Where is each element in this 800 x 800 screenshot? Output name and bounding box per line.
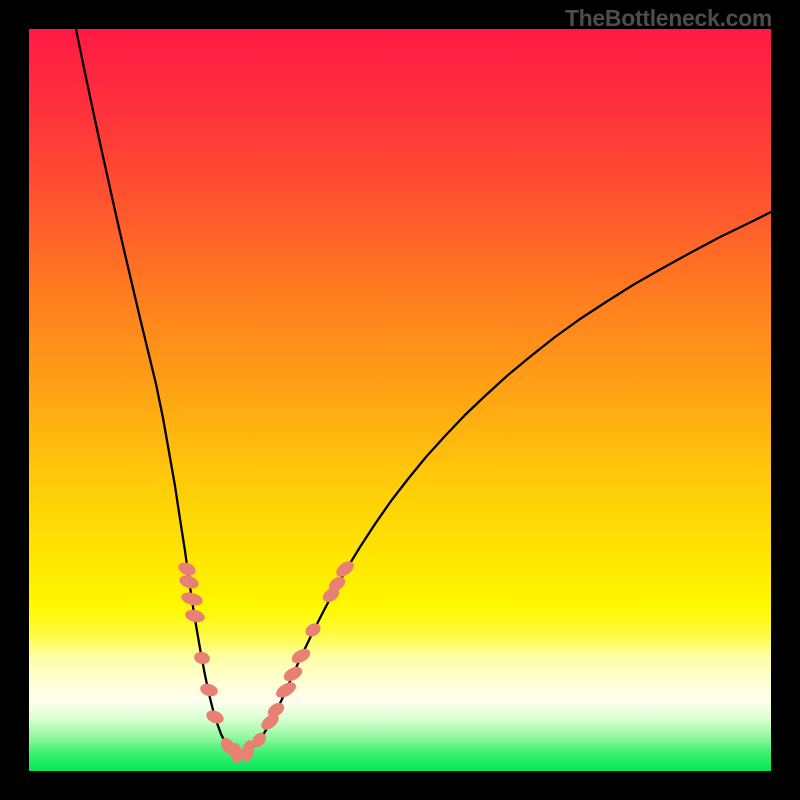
bottleneck-curve xyxy=(29,29,771,771)
data-marker xyxy=(281,664,304,684)
curve-path xyxy=(76,29,771,755)
data-marker xyxy=(273,679,298,700)
plot-area xyxy=(29,29,771,771)
data-marker xyxy=(180,590,204,607)
data-markers xyxy=(176,558,356,764)
data-marker xyxy=(333,558,356,580)
data-marker xyxy=(289,646,312,666)
data-marker xyxy=(178,573,201,591)
data-marker xyxy=(303,621,323,639)
chart-container: TheBottleneck.com xyxy=(0,0,800,800)
data-marker xyxy=(204,708,225,726)
watermark-text: TheBottleneck.com xyxy=(565,5,772,32)
data-marker xyxy=(184,608,206,624)
data-marker xyxy=(193,650,211,666)
data-marker xyxy=(199,682,220,698)
